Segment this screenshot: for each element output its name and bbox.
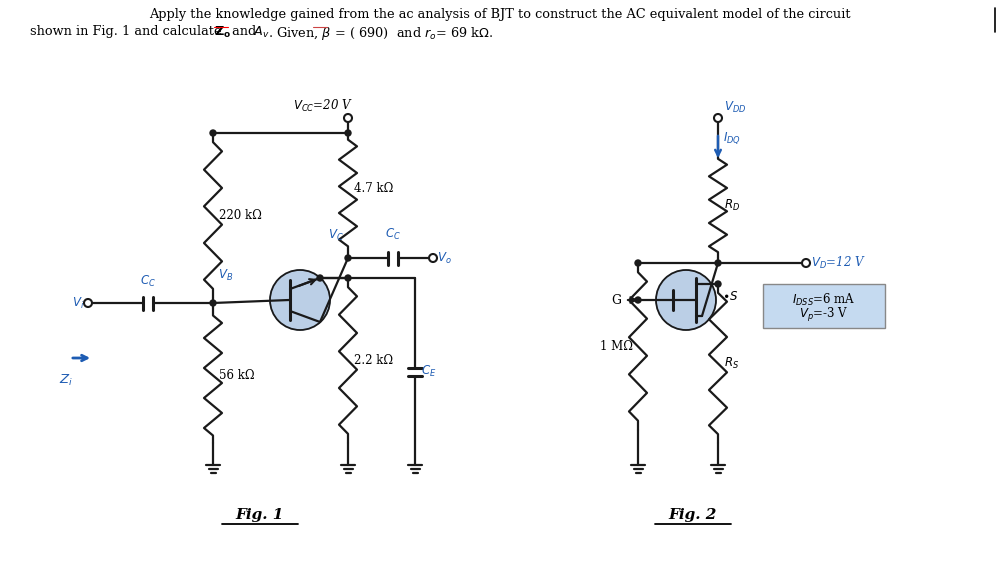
Circle shape — [210, 130, 215, 136]
Circle shape — [715, 281, 721, 287]
Text: . Given, $\beta$ = ( 690)  and $r_o$= 69 k$\Omega$.: . Given, $\beta$ = ( 690) and $r_o$= 69 … — [268, 25, 493, 42]
Circle shape — [345, 130, 351, 136]
Text: 4.7 kΩ: 4.7 kΩ — [354, 181, 394, 194]
Text: Fig. 1: Fig. 1 — [236, 508, 284, 522]
Circle shape — [714, 114, 722, 122]
Text: and: and — [228, 25, 261, 38]
Text: 56 kΩ: 56 kΩ — [219, 369, 255, 382]
Circle shape — [656, 270, 716, 330]
Text: G: G — [611, 293, 621, 306]
FancyBboxPatch shape — [763, 284, 885, 328]
Circle shape — [429, 254, 437, 262]
Text: Apply the knowledge gained from the ac analysis of BJT to construct the AC equiv: Apply the knowledge gained from the ac a… — [149, 8, 851, 21]
Circle shape — [345, 275, 351, 281]
Text: $\bullet S$: $\bullet S$ — [722, 291, 738, 303]
Circle shape — [715, 260, 721, 266]
Text: 1 MΩ: 1 MΩ — [600, 340, 633, 353]
Text: $C_E$: $C_E$ — [421, 364, 436, 379]
Text: $V_B$: $V_B$ — [218, 268, 234, 283]
Circle shape — [344, 114, 352, 122]
Circle shape — [317, 275, 323, 281]
Circle shape — [345, 255, 351, 261]
Text: $C_C$: $C_C$ — [140, 274, 156, 289]
Circle shape — [210, 300, 215, 306]
Circle shape — [802, 259, 810, 267]
Text: $I_{DQ}$: $I_{DQ}$ — [723, 131, 741, 146]
Text: $V_{DD}$: $V_{DD}$ — [724, 100, 746, 115]
Circle shape — [635, 260, 641, 266]
Text: shown in Fig. 1 and calculate: shown in Fig. 1 and calculate — [30, 25, 226, 38]
Text: $R_D$: $R_D$ — [724, 198, 740, 213]
Text: $V_D$=12 V: $V_D$=12 V — [811, 255, 866, 271]
Text: $R_S$: $R_S$ — [724, 356, 739, 371]
Text: 220 kΩ: 220 kΩ — [219, 209, 262, 222]
Text: Fig. 2: Fig. 2 — [669, 508, 717, 522]
Text: $V_o$: $V_o$ — [437, 251, 452, 266]
Text: $\mathbf{Z_o}$: $\mathbf{Z_o}$ — [214, 25, 232, 40]
Circle shape — [84, 299, 92, 307]
Text: $I_{DSS}$=6 mA: $I_{DSS}$=6 mA — [793, 292, 856, 308]
Text: $Z_i$: $Z_i$ — [59, 373, 73, 388]
Text: 2.2 kΩ: 2.2 kΩ — [354, 354, 393, 367]
Text: $V_i$: $V_i$ — [71, 296, 84, 311]
Text: $C_C$: $C_C$ — [385, 227, 401, 242]
Text: $V_C$: $V_C$ — [328, 228, 344, 243]
Text: $A_v$: $A_v$ — [253, 25, 270, 40]
Text: $V_p$=-3 V: $V_p$=-3 V — [800, 306, 849, 324]
Text: $V_{CC}$=20 V: $V_{CC}$=20 V — [293, 98, 352, 114]
Circle shape — [270, 270, 330, 330]
Circle shape — [635, 297, 641, 303]
